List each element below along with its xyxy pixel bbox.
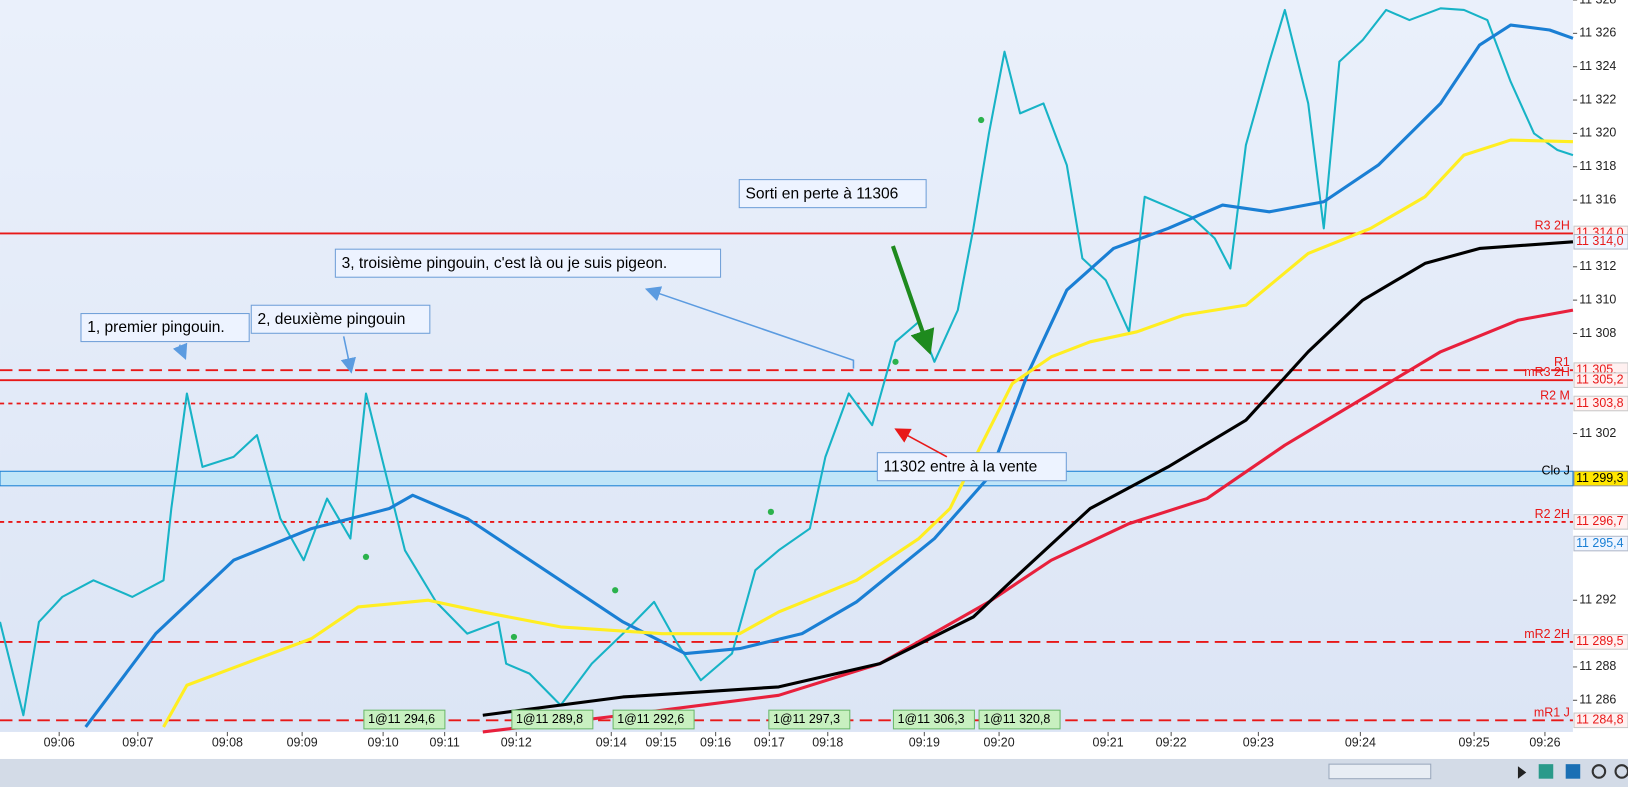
x-tick-label: 09:18 [812,736,843,750]
trade-box [768,709,851,730]
price-box-label: 11 289,5 [1576,634,1624,648]
x-tick-label: 09:06 [44,736,75,750]
x-tick-label: 09:24 [1345,736,1376,750]
y-tick-label: 11 326 [1579,26,1616,40]
series-line [482,240,1574,717]
y-tick-label: 11 322 [1579,92,1616,106]
level-label: mR2 2H [1524,627,1570,641]
y-tick-label: 11 292 [1579,593,1616,607]
trade-box [612,709,695,730]
x-tick-label: 09:17 [754,736,785,750]
annotation: 1, premier pingouin. [87,319,225,336]
level-label: mR1 J [1534,705,1570,719]
price-box-label: 11 299,3 [1576,471,1624,485]
y-tick-label: 11 328 [1579,0,1616,6]
arrow [644,286,855,369]
y-tick-label: 11 302 [1579,426,1616,440]
annotation-box [80,313,250,343]
x-tick-label: 09:15 [646,736,677,750]
trade-box [511,709,594,730]
y-tick-label: 11 318 [1579,159,1616,173]
x-tick-label: 09:21 [1093,736,1124,750]
y-tick-label: 11 310 [1579,292,1616,306]
y-tick-label: 11 324 [1579,59,1616,73]
trade-label: 1@11 297,3 [773,712,840,726]
x-tick-label: 09:22 [1156,736,1187,750]
x-tick-label: 09:08 [212,736,243,750]
level-label: R2 2H [1535,507,1570,521]
arrow [172,342,188,361]
trade-marker [767,508,775,515]
arrow [890,245,935,355]
annotation-box [876,452,1067,482]
x-tick-label: 09:19 [909,736,940,750]
trade-marker [612,587,619,594]
tool-icon[interactable] [1538,764,1554,779]
arrows [172,245,948,458]
x-tick-label: 09:16 [700,736,731,750]
price-marker-label: 11 295,4 [1576,536,1624,550]
annotation: 2, deuxième pingouin [257,311,405,328]
trade-marker [892,358,899,365]
annotation: 11302 entre à la vente [884,458,1038,475]
y-tick-label: 11 288 [1579,659,1616,673]
scroll-right[interactable] [1517,766,1527,779]
trade-label: 1@11 289,8 [516,712,583,726]
trade-marker [362,553,370,561]
annotation: Sorti en perte à 11306 [745,185,898,202]
x-tick-label: 09:09 [287,736,318,750]
y-tick-label: 11 320 [1579,126,1616,140]
y-tick-label: 11 312 [1579,259,1616,273]
x-tick-label: 09:26 [1529,736,1560,750]
trade-label: 1@11 292,6 [617,712,684,726]
x-tick-label: 09:11 [430,736,460,750]
level-band [0,470,1574,487]
arrow [894,428,948,458]
x-tick-label: 09:14 [596,736,627,750]
chart-layer: 11 328 11 326 11 324 11 322 11 320 11 318 11 3… [0,0,1628,750]
scroll-thumb[interactable] [1328,763,1432,780]
annotation: 3, troisième pingouin, c'est là ou je su… [342,255,668,272]
price-box-label: 11 284,8 [1576,713,1624,727]
zoom-icon[interactable] [1565,764,1581,779]
series-line [0,7,1574,717]
trade-label: 1@11 306,3 [898,712,965,726]
x-tick-label: 09:25 [1459,736,1490,750]
trade-marker [510,633,518,641]
trade-box [978,709,1061,730]
trade-label: 1@11 320,8 [983,712,1050,726]
x-tick-label: 09:10 [368,736,399,750]
price-box-label: 11 303,8 [1576,396,1624,410]
x-tick-label: 09:12 [501,736,532,750]
plot-background [0,0,1573,732]
series-line [482,308,1574,734]
annotation-box [738,179,927,209]
level-label: Clo J [1542,464,1570,478]
trade-box [363,709,446,730]
zoom-out-icon[interactable] [1591,764,1607,779]
y-tick-label: 11 308 [1579,326,1616,340]
price-box-label: 11 305,2 [1576,372,1624,386]
x-tick-label: 09:23 [1243,736,1274,750]
time-axis [0,731,1628,759]
level-label: R1 [1554,355,1570,369]
trade-box [892,709,975,730]
trade-label: 1@11 294,6 [368,712,435,726]
arrow [340,336,356,374]
x-tick-label: 09:07 [122,736,153,750]
series-line [84,23,1574,728]
annotation-box [334,248,722,278]
y-tick-label: 11 286 [1579,693,1616,707]
y-tick-label: 11 316 [1579,192,1616,206]
x-tick-label: 09:20 [984,736,1015,750]
level-label: R3 2H [1535,218,1570,232]
annotation-box [250,304,431,334]
trade-marker [978,116,985,124]
level-label: R2 M [1540,389,1570,403]
level-label: mR3 2H [1524,365,1570,379]
price-marker-label: 11 314,0 [1576,234,1624,248]
price-box-label: 11 296,7 [1576,514,1624,528]
